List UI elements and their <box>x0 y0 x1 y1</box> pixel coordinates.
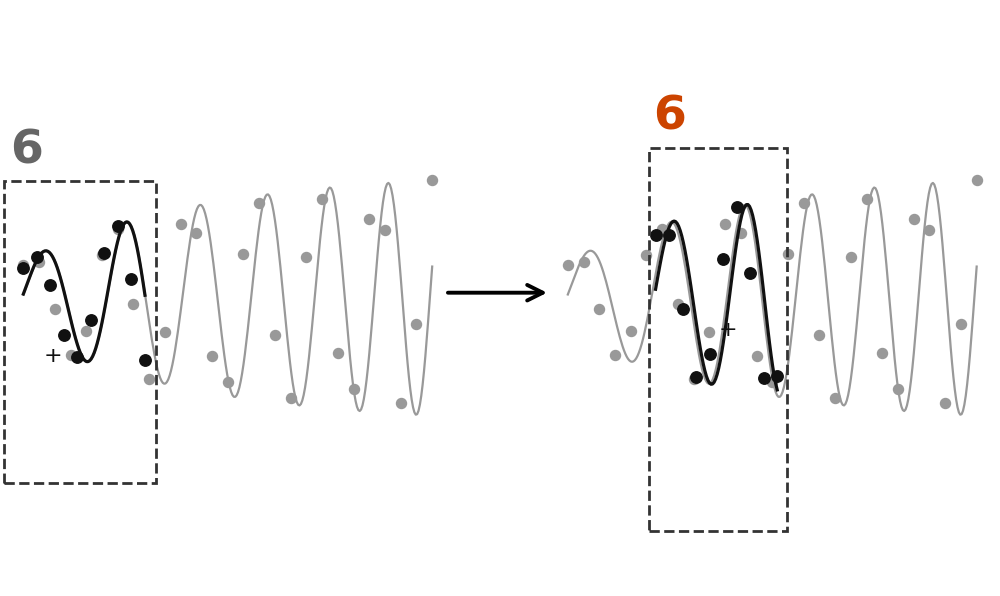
Point <box>69 353 85 362</box>
Point <box>937 398 953 408</box>
Point <box>110 221 126 231</box>
Point <box>330 349 346 358</box>
Point <box>157 327 173 336</box>
Text: 6: 6 <box>10 129 43 173</box>
Point <box>827 393 843 402</box>
Point <box>953 319 969 328</box>
Point <box>15 260 31 270</box>
Point <box>424 176 440 185</box>
Bar <box>649 148 787 531</box>
Point <box>83 315 99 325</box>
Point <box>717 219 733 229</box>
Point <box>346 384 362 394</box>
Point <box>670 300 686 309</box>
Point <box>969 176 985 185</box>
Point <box>96 248 112 257</box>
Point <box>235 249 251 259</box>
Point <box>675 304 691 313</box>
Point <box>31 257 47 267</box>
Point <box>188 229 204 238</box>
Point <box>688 372 704 382</box>
Point <box>267 330 283 340</box>
Point <box>906 215 922 224</box>
Point <box>780 249 796 259</box>
Point <box>756 373 772 383</box>
Point <box>314 194 330 203</box>
Point <box>361 215 377 224</box>
Text: +: + <box>44 346 63 367</box>
Point <box>283 393 299 402</box>
Point <box>63 350 79 359</box>
Point <box>701 327 717 336</box>
Point <box>702 350 718 359</box>
Point <box>607 350 623 359</box>
Point <box>47 304 63 313</box>
Point <box>29 252 45 262</box>
Point <box>110 225 126 234</box>
Bar <box>4 181 156 483</box>
Point <box>648 230 664 240</box>
Point <box>94 250 110 260</box>
Point <box>141 374 157 384</box>
Point <box>742 268 758 278</box>
Point <box>733 229 749 238</box>
Point <box>796 198 812 208</box>
Point <box>686 374 702 384</box>
Point <box>15 263 31 273</box>
Text: +: + <box>719 320 738 340</box>
Point <box>251 198 267 208</box>
Point <box>408 319 424 328</box>
Point <box>811 330 827 340</box>
Point <box>377 225 393 234</box>
Point <box>715 254 731 263</box>
Point <box>576 257 592 267</box>
Point <box>661 231 677 240</box>
Point <box>393 398 409 408</box>
Point <box>137 356 153 365</box>
Point <box>560 260 576 270</box>
Point <box>749 351 765 361</box>
Point <box>921 225 937 234</box>
Point <box>729 202 745 212</box>
Point <box>173 219 189 229</box>
Point <box>298 253 314 262</box>
Text: 6: 6 <box>654 95 686 139</box>
Point <box>874 349 890 358</box>
Point <box>638 250 654 260</box>
Point <box>591 304 607 313</box>
Point <box>123 275 139 284</box>
Point <box>42 280 58 290</box>
Point <box>843 253 859 262</box>
Point <box>654 225 670 234</box>
Point <box>769 371 785 381</box>
Point <box>56 330 72 340</box>
Point <box>220 377 236 387</box>
Point <box>204 351 220 361</box>
Point <box>764 377 780 387</box>
Point <box>890 384 906 394</box>
Point <box>78 327 94 336</box>
Point <box>125 300 141 309</box>
Point <box>623 327 639 336</box>
Point <box>859 194 875 203</box>
